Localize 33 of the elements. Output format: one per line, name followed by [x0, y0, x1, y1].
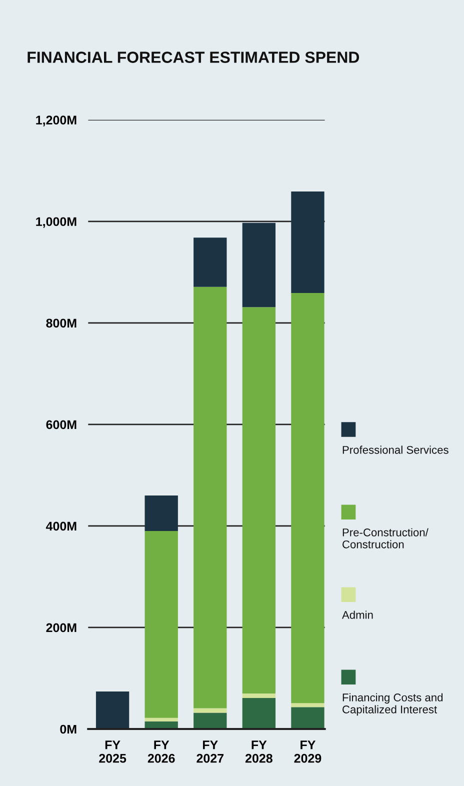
- bar: [96, 691, 130, 730]
- x-tick-label: FY 2026: [148, 740, 175, 763]
- bar: [194, 712, 227, 730]
- legend-label: Admin: [342, 610, 373, 619]
- bar: [242, 698, 276, 730]
- x-tick-label: FY 2029: [294, 740, 322, 763]
- bar: [144, 496, 178, 532]
- y-tick-label: 0M: [60, 724, 76, 734]
- bar: [194, 238, 227, 287]
- bar: [291, 703, 324, 708]
- bar: [194, 708, 227, 713]
- bar: [144, 718, 178, 722]
- legend-label: Financing Costs and Capitalized Interest: [342, 693, 443, 716]
- y-tick-label: 800M: [46, 318, 76, 328]
- x-tick-label: FY 2025: [99, 740, 126, 763]
- bar: [291, 191, 324, 293]
- y-tick-label: 1,000M: [36, 217, 76, 228]
- x-tick-label: FY 2027: [196, 740, 224, 763]
- x-tick-label: FY 2028: [245, 740, 272, 763]
- legend-label: Professional Services: [342, 446, 448, 454]
- chart-title: FINANCIAL FORECAST ESTIMATED SPEND: [28, 52, 360, 63]
- y-tick-label: 1,200M: [36, 116, 76, 126]
- y-tick-label: 200M: [46, 623, 76, 632]
- bar: [144, 531, 178, 718]
- bar: [242, 222, 276, 308]
- bar: [242, 307, 276, 694]
- bar: [291, 707, 324, 730]
- bar: [291, 292, 324, 704]
- y-tick-label: 400M: [46, 522, 76, 531]
- bar: [242, 693, 276, 698]
- legend-label: Pre-Construction/ Construction: [342, 528, 428, 548]
- bar: [194, 286, 227, 708]
- y-tick-label: 600M: [46, 420, 76, 430]
